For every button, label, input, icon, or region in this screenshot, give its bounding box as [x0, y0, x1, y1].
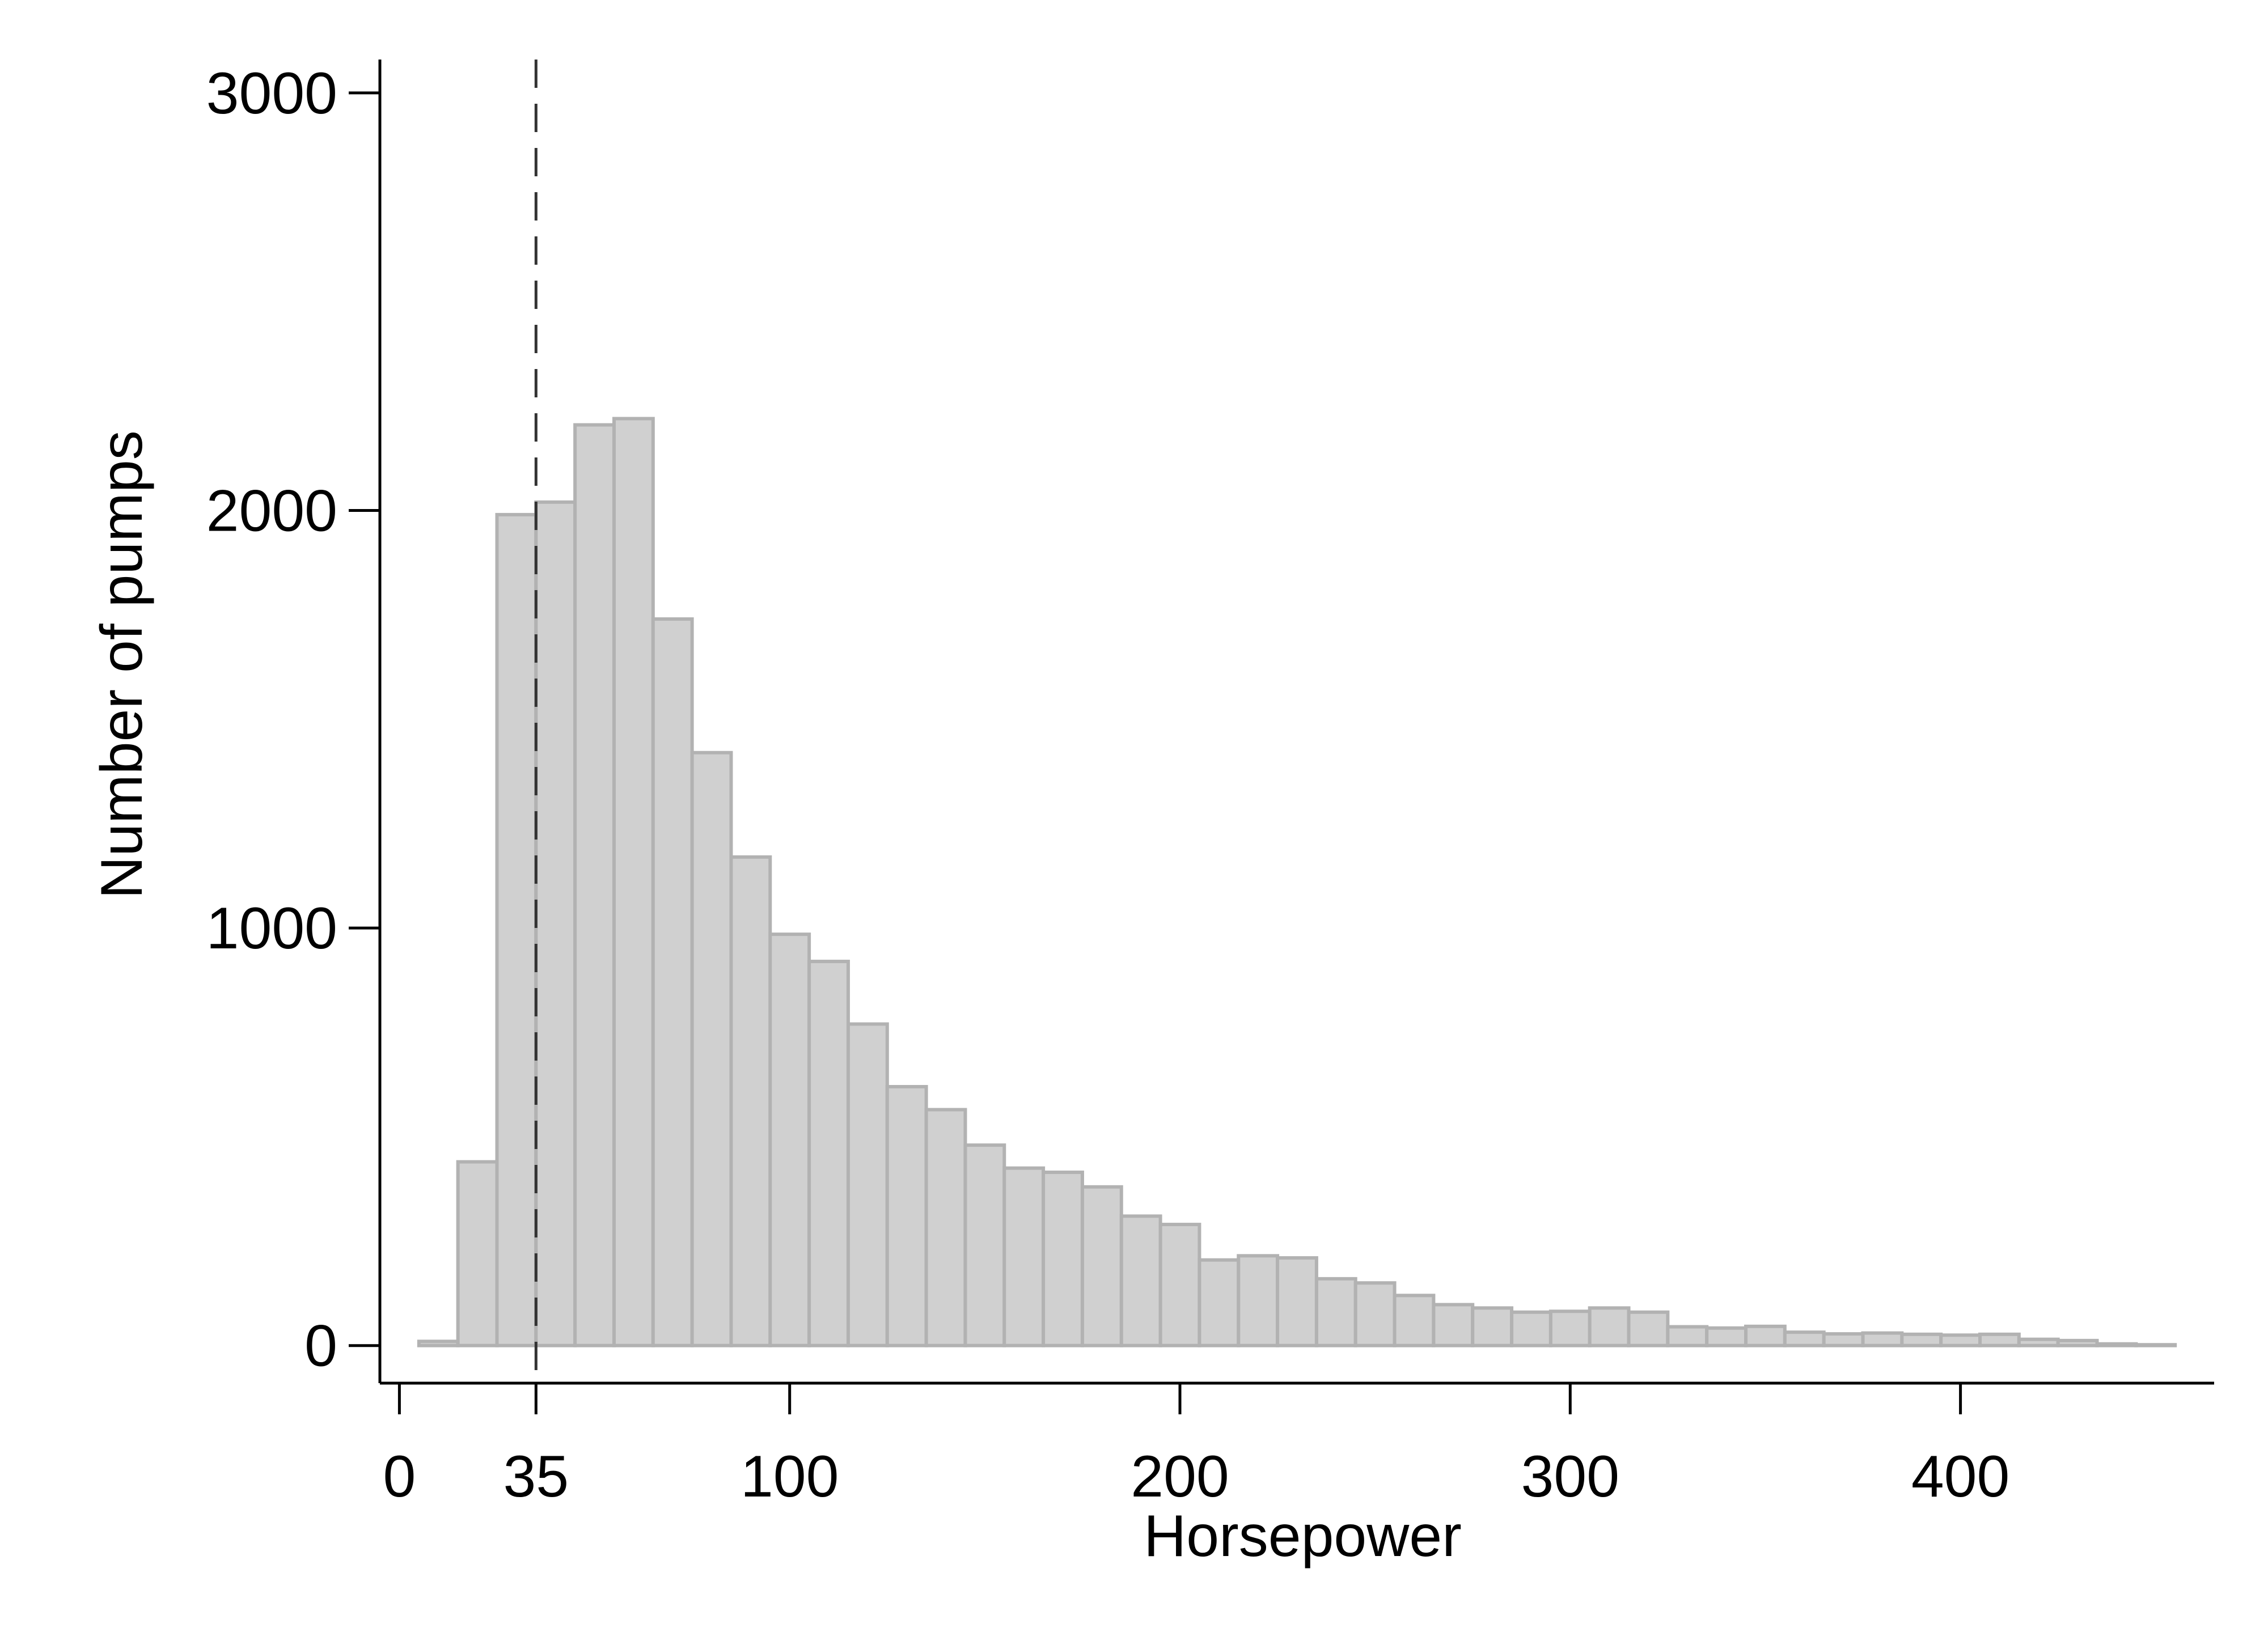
histogram-bar-30 [1588, 1306, 1631, 1347]
histogram-bar-26 [1432, 1303, 1475, 1347]
x-tick-label-35: 35 [503, 1444, 569, 1510]
histogram-bar-29 [1548, 1309, 1592, 1347]
y-tick-label-3000: 3000 [206, 61, 337, 126]
y-ticks-group: 0 1000 2000 3000 [206, 61, 380, 1379]
histogram-bar-1 [456, 1160, 499, 1347]
histogram-bar-38 [1900, 1332, 1943, 1347]
histogram-bar-24 [1353, 1281, 1397, 1347]
histogram-bar-31 [1627, 1310, 1670, 1347]
histogram-bar-32 [1666, 1325, 1709, 1347]
histogram-bar-43 [2095, 1342, 2138, 1347]
histogram-bar-14 [963, 1143, 1006, 1347]
histogram-bar-25 [1393, 1294, 1436, 1347]
histogram-bar-6 [651, 617, 694, 1347]
y-tick-label-0: 0 [304, 1313, 337, 1379]
x-tick-label-0: 0 [383, 1444, 416, 1510]
histogram-bar-21 [1237, 1254, 1280, 1347]
histogram-bar-3 [534, 500, 577, 1347]
histogram-bar-39 [1939, 1333, 1982, 1347]
histogram-bar-18 [1119, 1214, 1162, 1347]
histogram-bar-17 [1080, 1185, 1123, 1347]
x-ticks-group: 0 35 100 200 300 400 [383, 1383, 2009, 1510]
x-tick-label-300: 300 [1521, 1444, 1620, 1510]
histogram-bar-7 [690, 751, 733, 1347]
histogram-bar-16 [1042, 1171, 1084, 1347]
histogram-bar-8 [729, 855, 772, 1347]
histogram-bar-10 [807, 960, 850, 1347]
histogram-bar-33 [1705, 1326, 1748, 1347]
histogram-bar-2 [495, 512, 538, 1347]
histogram-bar-5 [612, 417, 655, 1347]
histogram-bar-23 [1314, 1277, 1357, 1347]
histogram-bar-42 [2056, 1338, 2099, 1347]
x-axis-title: Horsepower [1144, 1503, 1462, 1569]
x-tick-label-100: 100 [741, 1444, 839, 1510]
histogram-bar-15 [1002, 1166, 1046, 1347]
histogram-bar-22 [1276, 1256, 1318, 1347]
histogram-bar-0 [417, 1339, 460, 1347]
histogram-bar-11 [846, 1022, 889, 1347]
histogram-bar-41 [2017, 1337, 2060, 1347]
histogram-bar-4 [573, 423, 616, 1347]
histogram-bar-36 [1822, 1332, 1865, 1347]
histogram-bar-35 [1783, 1330, 1826, 1347]
histogram-bar-40 [1978, 1332, 2021, 1347]
x-tick-label-400: 400 [1911, 1444, 2010, 1510]
histogram-bar-28 [1510, 1310, 1552, 1347]
histogram-bar-34 [1744, 1324, 1787, 1347]
y-axis-title: Number of pumps [89, 430, 155, 899]
histogram-bar-27 [1471, 1306, 1514, 1347]
histogram-bar-37 [1861, 1331, 1904, 1347]
y-tick-label-1000: 1000 [206, 896, 337, 961]
bars-group [417, 417, 2177, 1347]
histogram-bar-9 [768, 932, 811, 1347]
x-tick-label-200: 200 [1131, 1444, 1229, 1510]
histogram-bar-13 [924, 1108, 967, 1347]
histogram-bar-20 [1198, 1258, 1241, 1347]
histogram-bar-12 [885, 1085, 928, 1347]
y-tick-label-2000: 2000 [206, 478, 337, 544]
histogram-bar-19 [1158, 1223, 1201, 1347]
